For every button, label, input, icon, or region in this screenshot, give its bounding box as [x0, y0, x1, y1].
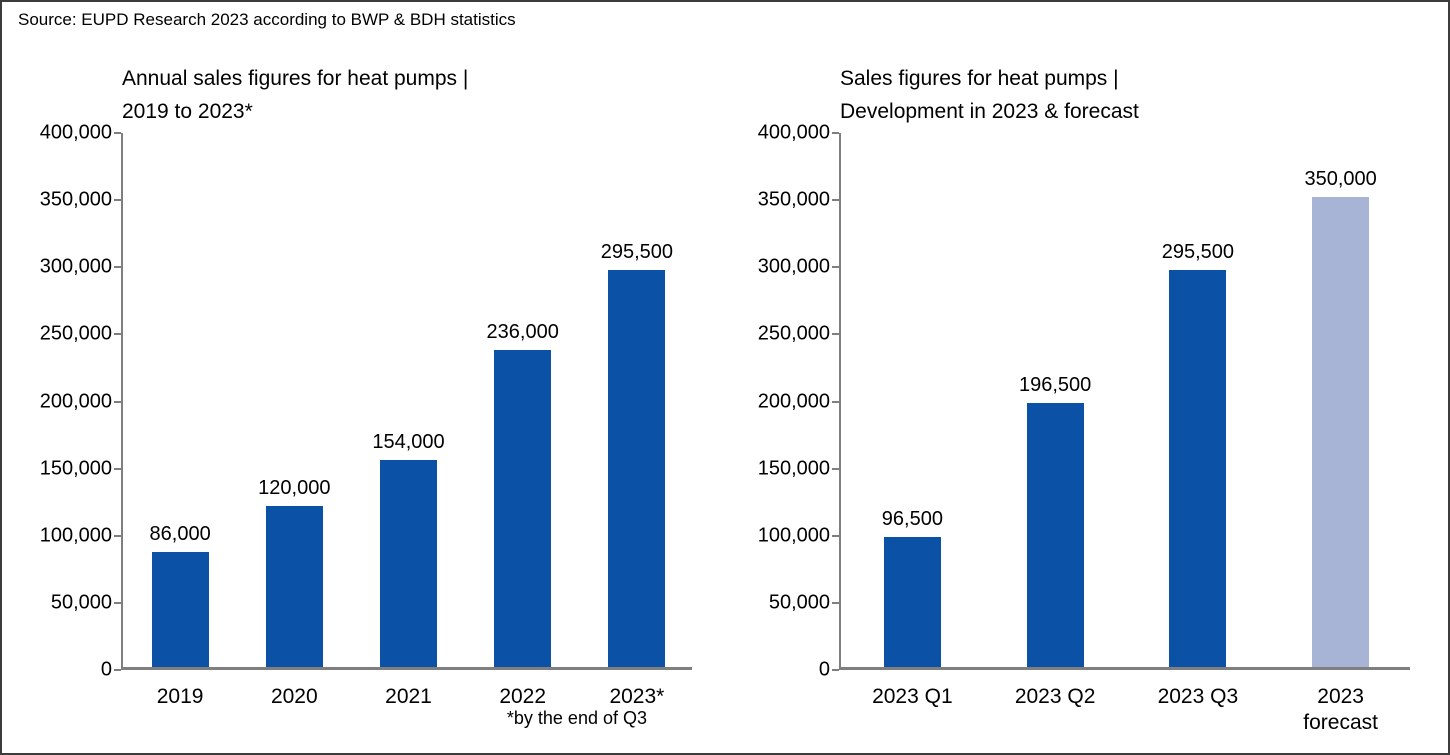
y-axis-tick: [832, 534, 839, 537]
y-tick-label: 300,000: [39, 255, 112, 278]
x-tick-label: 2023*: [609, 685, 665, 708]
plot-area: 96,500 2023 Q1 196,500 2023 Q2 295,500 2023 Q…: [832, 132, 1410, 734]
bar-2019: [151, 551, 209, 667]
bar-2023: [608, 270, 666, 667]
y-axis-tick: [832, 669, 839, 671]
chart-footnote: *by the end of Q3: [506, 708, 647, 728]
y-tick-label: 350,000: [39, 188, 112, 211]
plot-area: 86,000 2019 120,000 2020 154,000 2021 236,000 2…: [114, 132, 692, 708]
bar-value-label: 350,000: [1304, 168, 1377, 191]
bar-2023-q2: [1026, 403, 1084, 667]
bar-value-label: 96,500: [881, 508, 943, 531]
x-tick-label: 2023 Q3: [1157, 685, 1239, 708]
source-note: Source: EUPD Research 2023 according to …: [18, 10, 516, 29]
y-tick-label: 150,000: [757, 457, 830, 480]
y-axis-tick: [832, 333, 839, 336]
y-axis-labels: 0 50,000 100,000 150,000 200,000 250,000 300,0…: [2, 122, 112, 681]
y-axis-tick: [832, 400, 839, 403]
bar-value-label: 236,000: [486, 321, 559, 344]
bar-2023-q1: [883, 537, 941, 667]
bar-value-label: 196,500: [1018, 374, 1092, 397]
bar-value-label: 295,500: [1161, 241, 1235, 264]
y-tick-label: 50,000: [50, 591, 112, 614]
chart-title: Sales figures for heat pumps | Developme…: [840, 67, 1139, 123]
y-tick-label: 150,000: [39, 457, 112, 480]
bar-2021: [380, 460, 437, 667]
y-axis-labels: 0 50,000 100,000 150,000 200,000 250,000 300,0…: [720, 122, 830, 681]
y-axis-tick: [114, 266, 121, 269]
chart-2023-development-forecast: Sales figures for heat pumps | Developme…: [720, 2, 1438, 753]
bar-2020: [265, 505, 323, 667]
x-tick-label: 2021: [385, 685, 432, 708]
y-tick-label: 100,000: [757, 524, 830, 547]
y-tick-label: 0: [818, 658, 830, 681]
y-axis-tick: [832, 601, 839, 604]
y-axis-tick: [114, 333, 121, 336]
y-axis-tick: [114, 400, 121, 403]
y-tick-label: 50,000: [768, 591, 830, 614]
y-tick-label: 250,000: [39, 322, 112, 345]
y-tick-label: 350,000: [757, 188, 830, 211]
bar-value-label: 154,000: [372, 431, 445, 454]
x-tick-label: 2023 Q2: [1014, 685, 1096, 708]
y-axis-tick: [114, 669, 121, 671]
bar-2022: [494, 350, 552, 667]
y-axis-tick: [114, 132, 121, 134]
y-axis-tick: [114, 601, 121, 604]
bar-2023-q3: [1169, 270, 1227, 667]
y-axis-tick: [832, 132, 839, 134]
y-axis-tick: [832, 266, 839, 269]
chart-annual-sales: Annual sales figures for heat pumps | 20…: [2, 2, 720, 753]
bar-value-label: 295,500: [600, 241, 674, 264]
bar-2023-forecast: [1312, 197, 1370, 667]
y-tick-label: 200,000: [39, 390, 112, 412]
y-tick-label: 200,000: [757, 390, 830, 412]
x-tick-label: 2023 forecast: [1303, 685, 1378, 734]
y-tick-label: 0: [100, 658, 112, 681]
y-axis-tick: [114, 467, 121, 470]
bar-value-label: 86,000: [149, 522, 211, 545]
bar-value-label: 120,000: [258, 476, 331, 499]
y-tick-label: 100,000: [39, 524, 112, 547]
y-tick-label: 400,000: [39, 121, 112, 144]
y-tick-label: 300,000: [757, 255, 830, 278]
y-axis-tick: [114, 199, 121, 202]
x-tick-label: 2020: [270, 685, 318, 708]
y-tick-label: 250,000: [757, 322, 830, 345]
y-axis-tick: [114, 534, 121, 537]
x-tick-label: 2023 Q1: [872, 685, 953, 708]
y-tick-label: 400,000: [757, 121, 830, 144]
x-tick-label: 2019: [156, 685, 204, 708]
chart-title: Annual sales figures for heat pumps | 20…: [122, 67, 469, 123]
x-tick-label: 2022: [499, 685, 547, 708]
y-axis-tick: [832, 199, 839, 202]
y-axis-tick: [832, 467, 839, 470]
